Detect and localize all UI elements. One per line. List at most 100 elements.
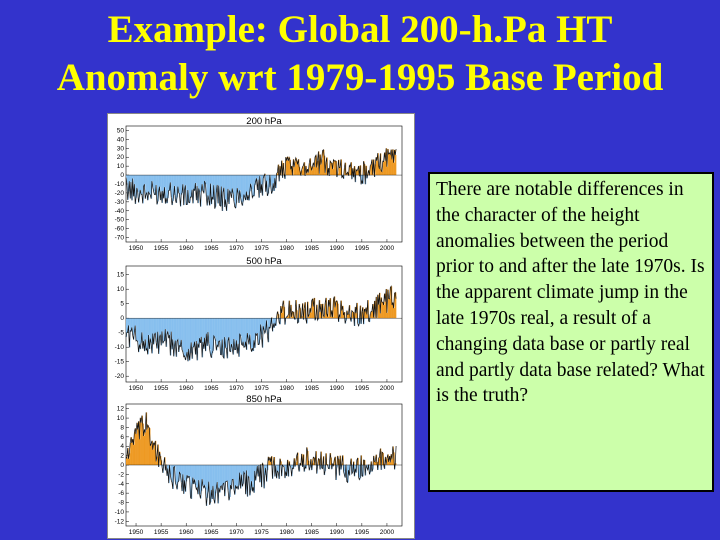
negative-anomaly-bar	[207, 175, 209, 196]
negative-anomaly-bar	[201, 318, 203, 337]
positive-anomaly-bar	[313, 306, 315, 319]
x-tick-label: 1990	[330, 245, 345, 252]
positive-anomaly-bar	[294, 317, 296, 319]
negative-anomaly-bar	[142, 318, 144, 349]
y-tick-label: 20	[117, 154, 125, 161]
negative-anomaly-bar	[243, 465, 245, 473]
negative-anomaly-bar	[141, 175, 143, 195]
negative-anomaly-bar	[256, 318, 258, 336]
positive-anomaly-bar	[146, 412, 148, 465]
positive-anomaly-bar	[319, 173, 321, 176]
negative-anomaly-bar	[233, 465, 235, 480]
negative-anomaly-bar	[137, 318, 139, 342]
positive-anomaly-bar	[277, 311, 279, 319]
negative-anomaly-bar	[321, 465, 323, 468]
positive-anomaly-bar	[380, 313, 382, 319]
positive-anomaly-bar	[318, 458, 320, 465]
negative-anomaly-bar	[158, 318, 160, 354]
negative-anomaly-bar	[233, 318, 235, 340]
negative-anomaly-bar	[231, 318, 233, 345]
negative-anomaly-bar	[201, 465, 203, 491]
negative-anomaly-bar	[359, 175, 361, 177]
negative-anomaly-bar	[134, 318, 136, 332]
negative-anomaly-bar	[234, 318, 236, 350]
negative-anomaly-bar	[191, 318, 193, 343]
y-tick-label: -5	[118, 330, 124, 337]
positive-anomaly-bar	[340, 167, 342, 176]
y-tick-label: -15	[115, 359, 125, 366]
negative-anomaly-bar	[174, 318, 176, 347]
negative-anomaly-bar	[194, 175, 196, 191]
negative-anomaly-bar	[206, 318, 208, 334]
negative-anomaly-bar	[152, 318, 154, 334]
negative-anomaly-bar	[200, 465, 202, 499]
negative-anomaly-bar	[368, 318, 370, 322]
negative-anomaly-bar	[246, 465, 248, 471]
negative-anomaly-bar	[219, 465, 221, 493]
negative-anomaly-bar	[284, 465, 286, 468]
positive-anomaly-bar	[311, 300, 313, 319]
positive-anomaly-bar	[317, 160, 319, 176]
x-tick-label: 1955	[154, 385, 169, 392]
positive-anomaly-bar	[364, 308, 366, 319]
positive-anomaly-bar	[392, 446, 394, 465]
negative-anomaly-bar	[260, 318, 262, 325]
negative-anomaly-bar	[261, 175, 263, 185]
positive-anomaly-bar	[391, 149, 393, 176]
positive-anomaly-bar	[349, 165, 351, 176]
positive-anomaly-bar	[391, 459, 393, 465]
positive-anomaly-bar	[383, 464, 385, 465]
positive-anomaly-bar	[312, 298, 314, 319]
positive-anomaly-bar	[376, 160, 378, 176]
positive-anomaly-bar	[379, 169, 381, 176]
x-tick-label: 1995	[355, 245, 370, 252]
positive-anomaly-bar	[140, 417, 142, 465]
negative-anomaly-bar	[271, 175, 273, 194]
positive-anomaly-bar	[132, 439, 134, 465]
negative-anomaly-bar	[151, 318, 153, 344]
negative-anomaly-bar	[256, 175, 258, 179]
negative-anomaly-bar	[136, 175, 138, 188]
y-tick-label: -4	[118, 481, 124, 488]
negative-anomaly-bar	[246, 175, 248, 192]
negative-anomaly-bar	[171, 318, 173, 332]
negative-anomaly-bar	[294, 465, 296, 467]
negative-anomaly-bar	[182, 318, 184, 353]
positive-anomaly-bar	[365, 311, 367, 319]
positive-anomaly-bar	[320, 312, 322, 319]
positive-anomaly-bar	[351, 310, 353, 319]
positive-anomaly-bar	[364, 460, 366, 465]
positive-anomaly-bar	[382, 302, 384, 319]
negative-anomaly-bar	[182, 175, 184, 193]
negative-anomaly-bar	[207, 175, 209, 206]
negative-anomaly-bar	[361, 175, 363, 181]
negative-anomaly-bar	[258, 175, 260, 180]
negative-anomaly-bar	[176, 465, 178, 486]
negative-anomaly-bar	[228, 465, 230, 501]
positive-anomaly-bar	[287, 316, 289, 319]
negative-anomaly-bar	[166, 318, 168, 347]
positive-anomaly-bar	[335, 307, 337, 319]
y-tick-label: -10	[115, 509, 125, 516]
positive-anomaly-bar	[395, 154, 397, 176]
negative-anomaly-bar	[304, 175, 307, 176]
negative-anomaly-bar	[265, 465, 267, 468]
negative-anomaly-bar	[177, 465, 179, 482]
negative-anomaly-bar	[148, 175, 150, 193]
negative-anomaly-bar	[300, 175, 302, 176]
negative-anomaly-bar	[202, 175, 204, 191]
positive-anomaly-bar	[135, 428, 137, 465]
y-tick-label: -20	[115, 190, 125, 197]
negative-anomaly-bar	[127, 175, 129, 200]
negative-anomaly-bar	[177, 465, 179, 490]
negative-anomaly-bar	[160, 318, 162, 335]
positive-anomaly-bar	[381, 171, 383, 176]
positive-anomaly-bar	[292, 311, 294, 319]
negative-anomaly-bar	[266, 175, 268, 181]
positive-anomaly-bar	[330, 453, 332, 465]
positive-anomaly-bar	[148, 426, 150, 465]
positive-anomaly-bar	[389, 152, 391, 176]
negative-anomaly-bar	[248, 175, 250, 195]
positive-anomaly-bar	[152, 449, 154, 465]
negative-anomaly-bar	[248, 318, 250, 339]
